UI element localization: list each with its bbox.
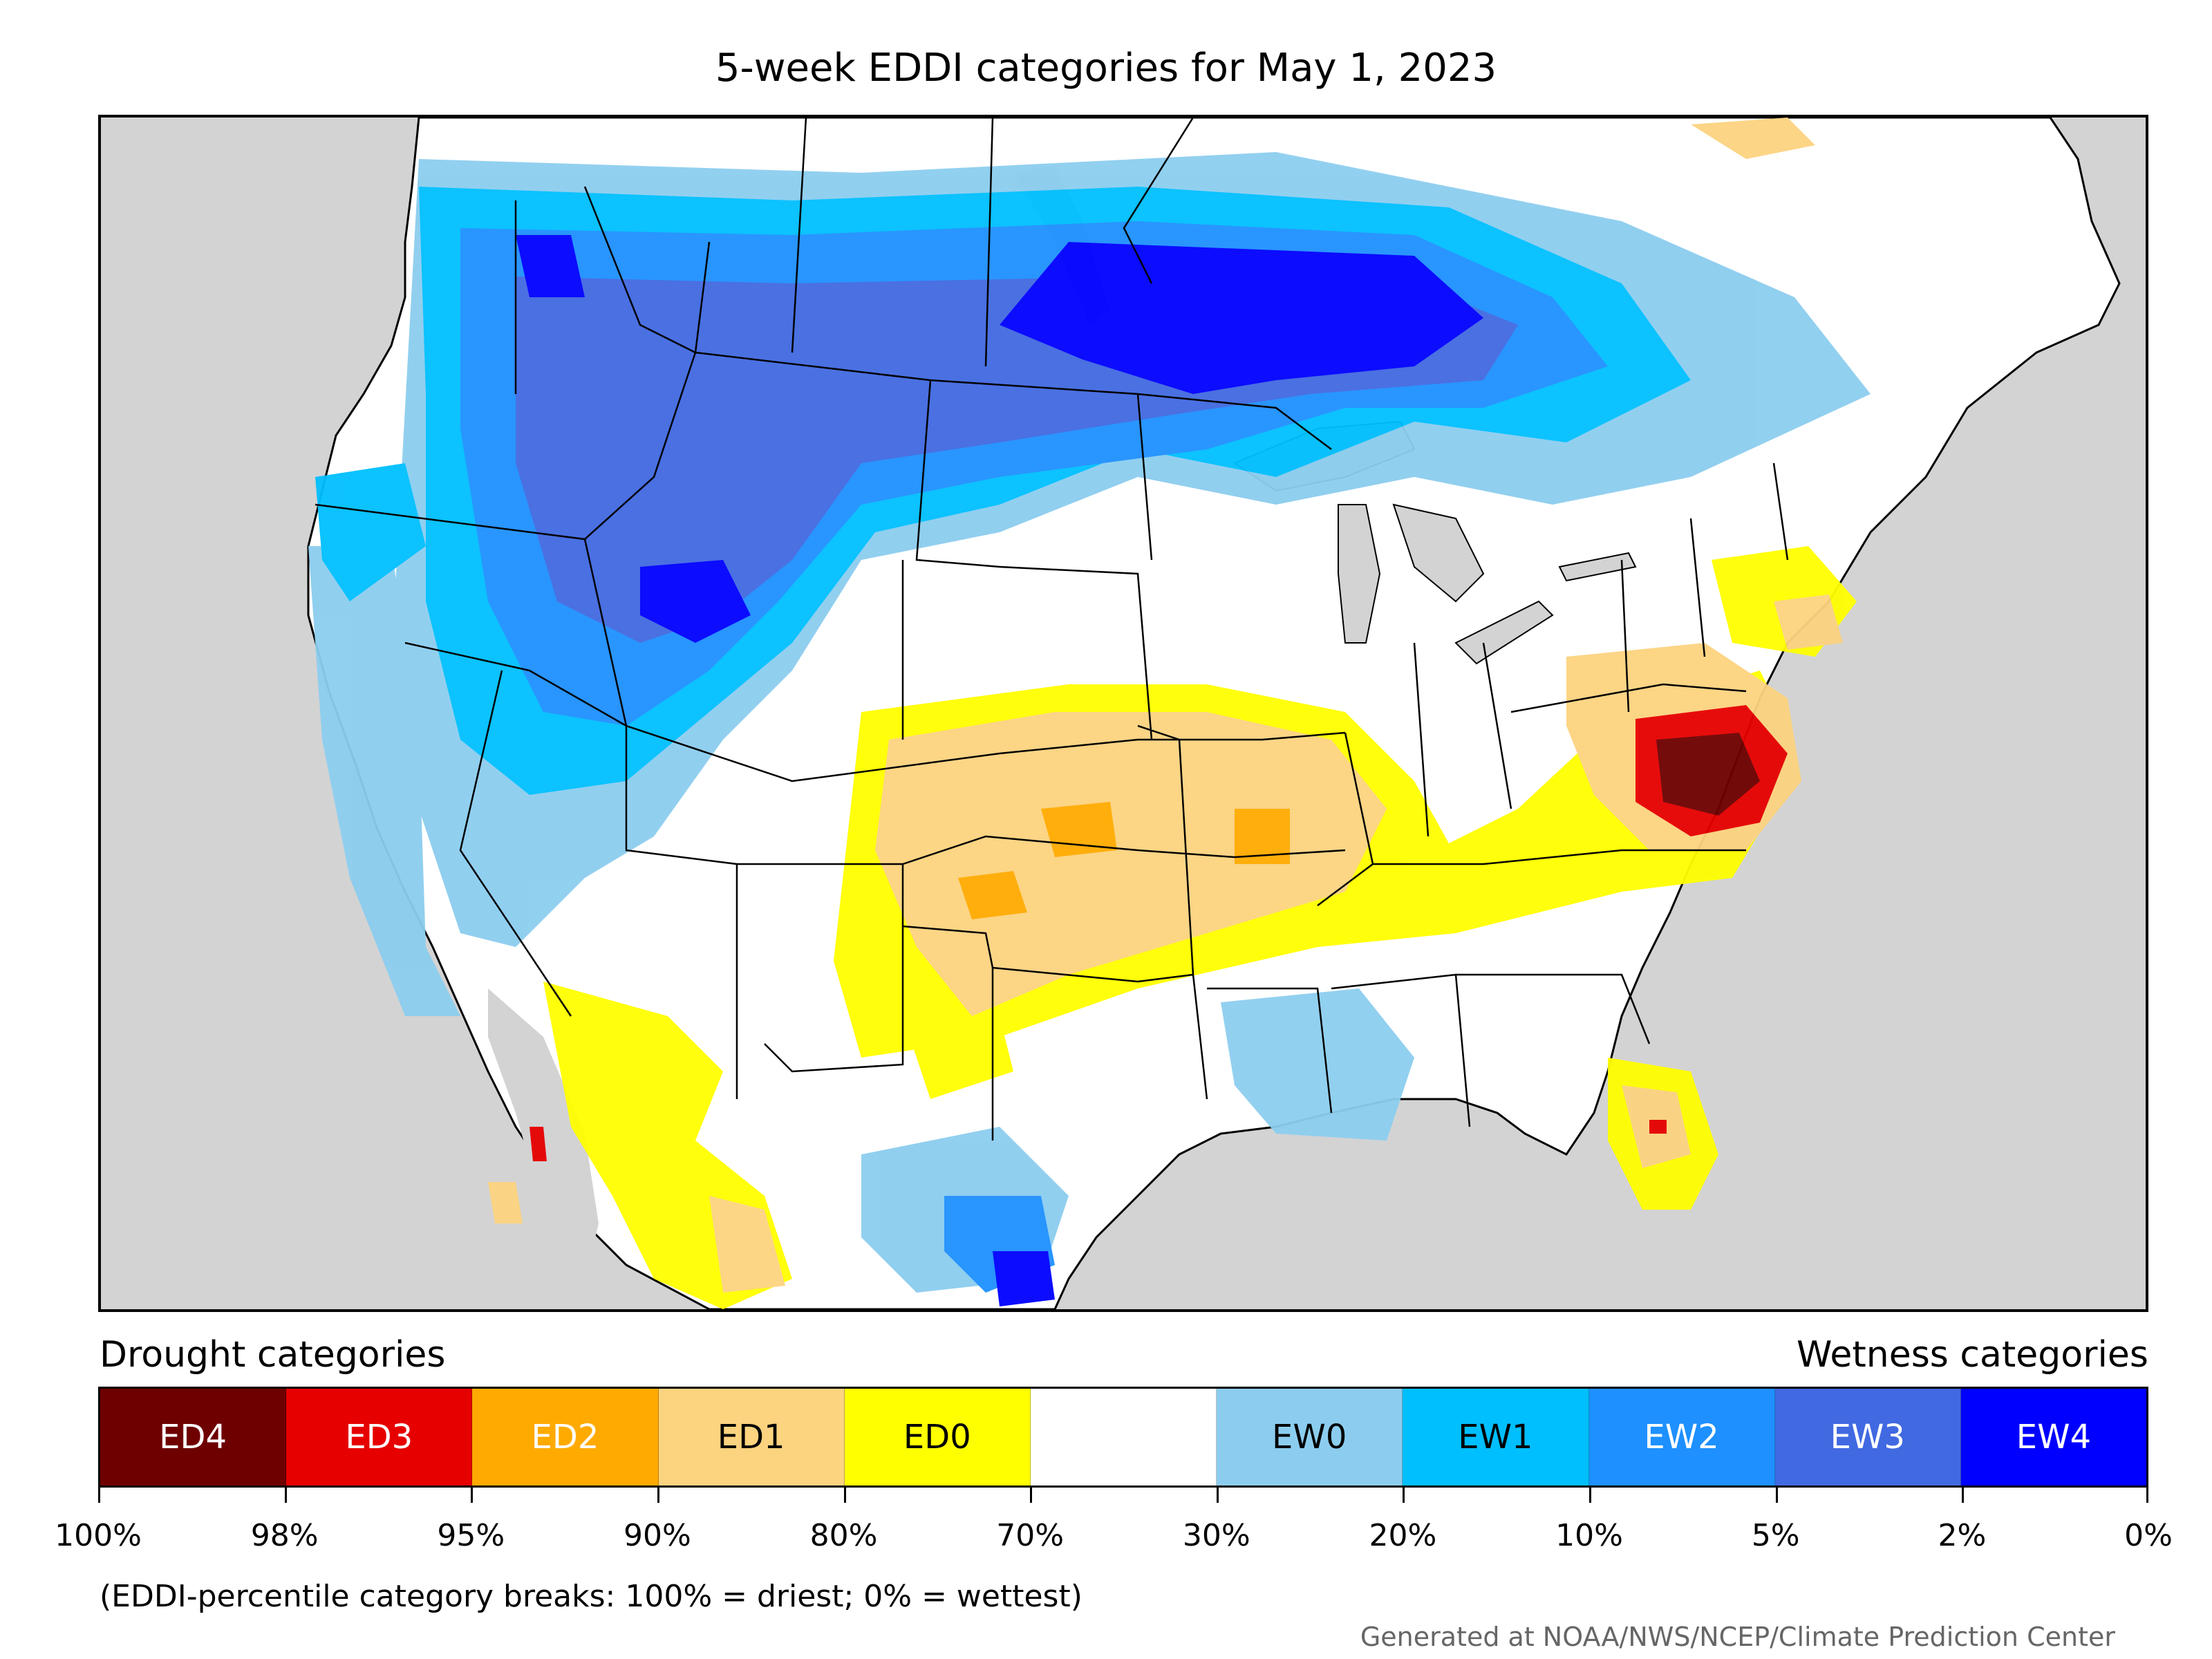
- colorbar-segment: ED0: [844, 1389, 1031, 1485]
- wetness-regions: [308, 152, 1871, 1306]
- credit-line: Generated at NOAA/NWS/NCEP/Climate Predi…: [1360, 1622, 2115, 1652]
- colorbar-tick: [1589, 1488, 1592, 1503]
- colorbar-tick-label: 30%: [1182, 1518, 1250, 1553]
- colorbar-tick: [843, 1488, 846, 1503]
- colorbar-tick: [1030, 1488, 1033, 1503]
- colorbar-tick: [657, 1488, 659, 1503]
- lake-huron: [1392, 503, 1485, 603]
- colorbar-tick: [2146, 1488, 2148, 1503]
- colorbar-segment: EW0: [1217, 1389, 1403, 1485]
- lake-michigan: [1338, 504, 1381, 644]
- colorbar-ticks: [98, 1488, 2148, 1504]
- colorbar-segment: ED4: [100, 1389, 287, 1485]
- colorbar-tick: [284, 1488, 287, 1503]
- colorbar-segment: EW3: [1774, 1389, 1961, 1485]
- colorbar-tick: [1403, 1488, 1405, 1503]
- colorbar-tick: [1216, 1488, 1219, 1503]
- colorbar-tick-label: 20%: [1369, 1518, 1437, 1553]
- colorbar-segment: EW1: [1403, 1389, 1589, 1485]
- map-title: 5-week EDDI categories for May 1, 2023: [715, 46, 1497, 91]
- colorbar-tick-label: 5%: [1751, 1518, 1800, 1553]
- category-colorbar: ED4 ED3 ED2 ED1 ED0 EW0 EW1 EW2 EW3 EW4: [98, 1387, 2148, 1488]
- colorbar-tick-label: 70%: [996, 1518, 1065, 1553]
- colorbar-segment: ED2: [472, 1389, 659, 1485]
- colorbar-tick-label: 80%: [809, 1518, 878, 1553]
- colorbar-tick-label: 0%: [2124, 1518, 2173, 1553]
- category-break-note: (EDDI-percentile category breaks: 100% =…: [100, 1579, 1082, 1614]
- colorbar-tick-label: 10%: [1555, 1518, 1623, 1553]
- colorbar-segment: EW2: [1588, 1389, 1775, 1485]
- lake-erie: [1454, 600, 1554, 665]
- lake-ontario: [1558, 552, 1637, 582]
- colorbar-segment: ED1: [658, 1389, 845, 1485]
- colorbar-tick: [1775, 1488, 1778, 1503]
- eddi-map: [98, 115, 2148, 1312]
- colorbar-tick: [98, 1488, 100, 1503]
- colorbar-tick-label: 100%: [55, 1518, 142, 1553]
- colorbar-segment: [1030, 1389, 1217, 1485]
- map-canvas: [101, 118, 2146, 1309]
- wetness-categories-heading: Wetness categories: [1797, 1334, 2148, 1376]
- drought-categories-heading: Drought categories: [100, 1334, 446, 1376]
- colorbar-segment: EW4: [1960, 1389, 2147, 1485]
- drought-regions: [488, 118, 1857, 1309]
- colorbar-tick-label: 95%: [437, 1518, 505, 1553]
- colorbar-tick-label: 2%: [1938, 1518, 1987, 1553]
- political-boundaries: [315, 118, 1789, 1141]
- colorbar-tick-label: 90%: [624, 1518, 691, 1553]
- colorbar-tick: [471, 1488, 474, 1503]
- colorbar-tick: [1962, 1488, 1965, 1503]
- colorbar-tick-label: 98%: [250, 1518, 319, 1553]
- colorbar-segment: ED3: [286, 1389, 473, 1485]
